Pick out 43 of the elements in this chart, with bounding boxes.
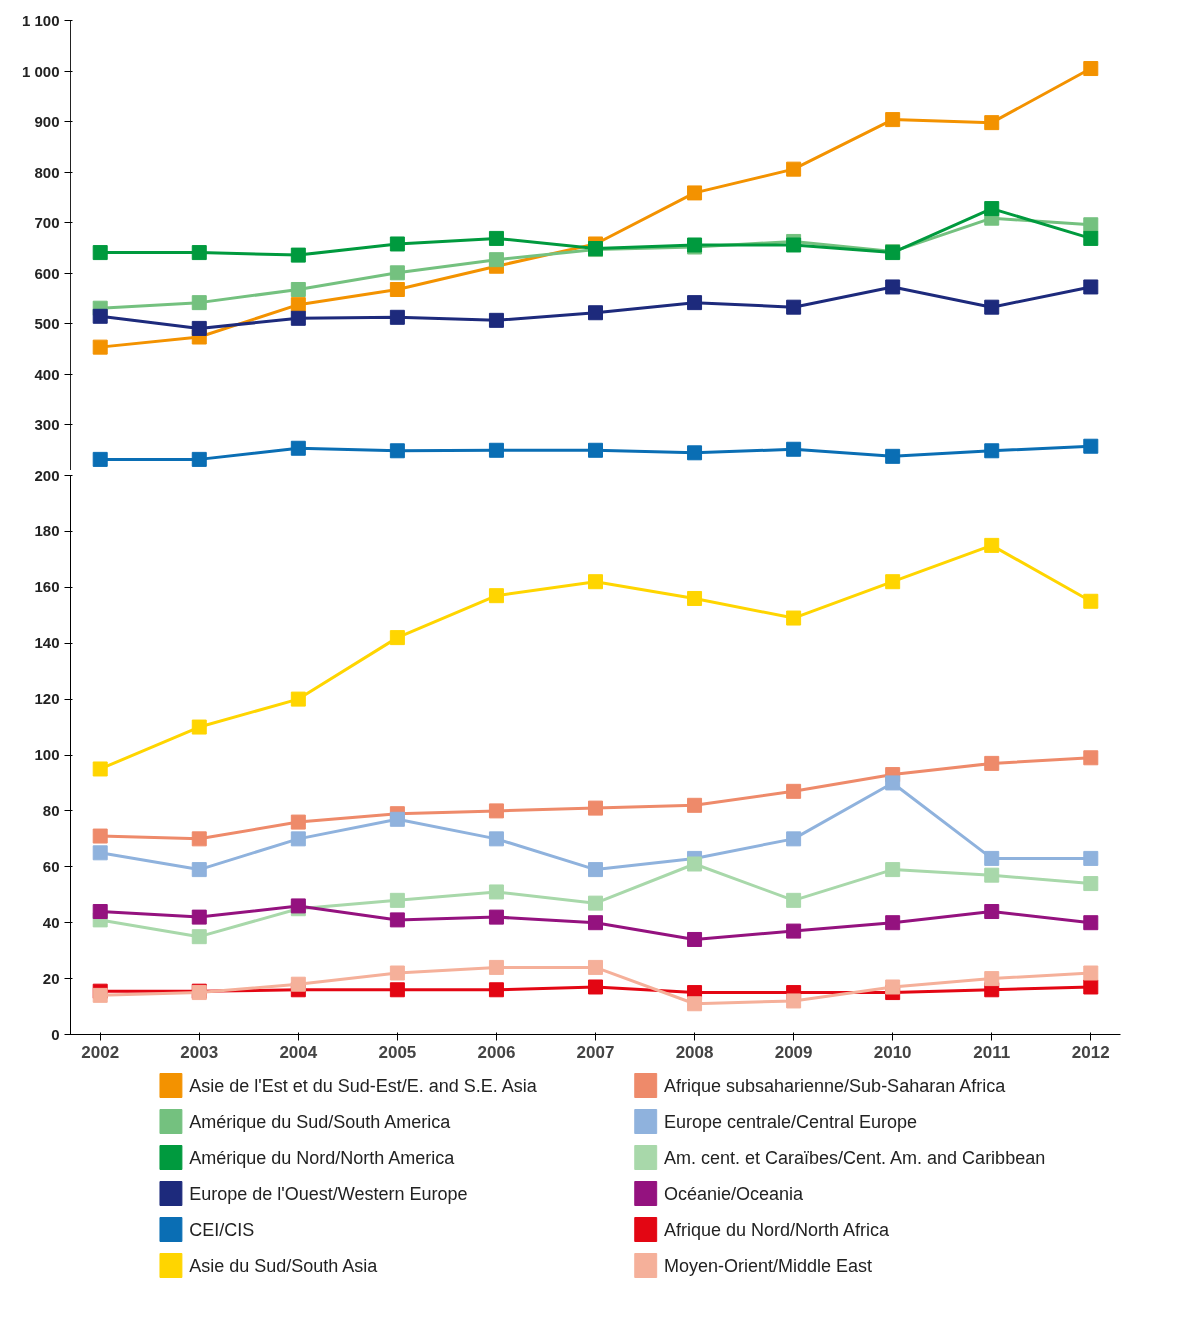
- legend-label: Europe de l'Ouest/Western Europe: [189, 1183, 468, 1204]
- y-tick-label: 180: [34, 522, 60, 540]
- y-tick-label: 1 100: [21, 12, 60, 29]
- y-tick-label: 0: [51, 1025, 60, 1043]
- y-tick-label: 200: [34, 466, 60, 484]
- y-tick-label: 700: [34, 214, 60, 232]
- x-tick-label: 2009: [774, 1042, 813, 1062]
- y-tick-label: 160: [34, 578, 60, 596]
- y-tick-label: 800: [34, 163, 60, 181]
- legend-label: Afrique subsaharienne/Sub-Saharan Africa: [663, 1075, 1007, 1096]
- x-tick-label: 2006: [477, 1042, 516, 1062]
- x-tick-label: 2011: [973, 1042, 1011, 1062]
- y-tick-label: 500: [34, 315, 60, 333]
- y-tick-label: 100: [34, 746, 60, 763]
- x-tick-label: 2002: [81, 1042, 120, 1062]
- legend-label: Europe centrale/Central Europe: [663, 1111, 918, 1132]
- legend-label: Asie de l'Est et du Sud-Est/E. and S.E. Asia: [189, 1075, 538, 1096]
- legend-label: Amérique du Sud/South America: [189, 1111, 452, 1132]
- x-tick-label: 2012: [1071, 1042, 1110, 1062]
- legend-label: Océanie/Oceania: [663, 1183, 805, 1204]
- legend-label: Am. cent. et Caraïbes/Cent. Am. and Caribbean: [663, 1147, 1046, 1168]
- y-tick-label: 900: [34, 113, 60, 131]
- x-tick-label: 2008: [675, 1042, 714, 1062]
- legend-label: Amérique du Nord/North America: [189, 1147, 456, 1168]
- x-tick-label: 2007: [576, 1042, 615, 1062]
- x-tick-label: 2004: [279, 1042, 318, 1062]
- legend-label: Moyen-Orient/Middle East: [663, 1255, 873, 1276]
- y-tick-label: 120: [34, 690, 60, 708]
- y-tick-label: 1 000: [21, 62, 60, 80]
- x-tick-label: 2003: [180, 1042, 219, 1062]
- x-tick-label: 2010: [873, 1042, 912, 1062]
- y-tick-label: 140: [34, 634, 60, 652]
- y-tick-label: 40: [42, 913, 60, 931]
- y-tick-label: 300: [34, 416, 60, 434]
- y-tick-label: 400: [34, 365, 60, 383]
- y-tick-label: 600: [34, 264, 60, 282]
- y-tick-label: 80: [42, 801, 60, 819]
- x-tick-label: 2005: [378, 1042, 417, 1062]
- legend-label: CEI/CIS: [189, 1219, 255, 1240]
- legend-label: Afrique du Nord/North Africa: [663, 1219, 891, 1240]
- y-tick-label: 20: [42, 969, 60, 987]
- legend-label: Asie du Sud/South Asia: [189, 1255, 379, 1276]
- y-tick-label: 60: [42, 857, 60, 875]
